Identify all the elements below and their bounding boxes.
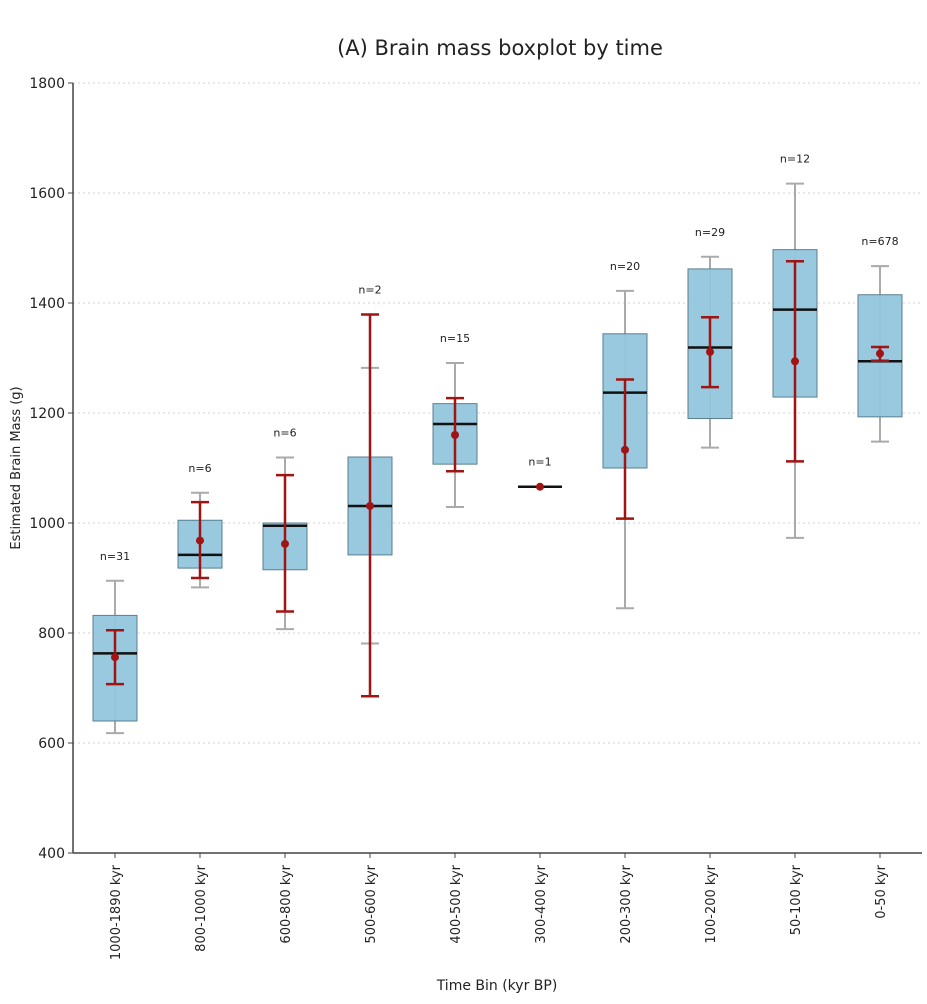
n-label: n=6 [273, 427, 296, 440]
x-tick-label: 200-300 kyr [619, 864, 634, 943]
x-tick-label: 1000-1890 kyr [109, 864, 124, 960]
n-label: n=31 [100, 550, 130, 563]
mean-point [281, 539, 289, 548]
n-label: n=29 [695, 226, 725, 239]
box-group: n=15 [432, 332, 478, 509]
n-label: n=6 [188, 462, 211, 475]
mean-point [536, 482, 544, 491]
y-axis-label: Estimated Brain Mass (g) [9, 386, 24, 549]
x-tick-label: 50-100 kyr [789, 864, 804, 935]
box-group: n=12 [772, 153, 818, 539]
y-tick-label: 1200 [29, 406, 65, 422]
boxes: n=31 n=6 n=6 n=2 n=15 n=1 n=20 n=29 n=12 n=678 [92, 153, 903, 735]
n-label: n=15 [440, 332, 470, 345]
mean-point [706, 347, 714, 356]
box-group: n=678 [857, 235, 903, 443]
mean-point [791, 357, 799, 366]
y-tick-label: 400 [38, 846, 65, 862]
box-group: n=31 [92, 550, 138, 735]
x-tick-label: 600-800 kyr [279, 864, 294, 943]
y-tick-label: 1800 [29, 76, 65, 92]
mean-point [366, 501, 374, 510]
x-tick-label: 500-600 kyr [364, 864, 379, 943]
y-axis-ticks: 400 600 800 1000 1200 1400 1600 1800 [29, 76, 73, 862]
mean-point [621, 445, 629, 454]
y-tick-label: 800 [38, 626, 65, 642]
x-tick-label: 100-200 kyr [704, 864, 719, 943]
n-label: n=2 [358, 284, 381, 297]
box-group: n=20 [602, 260, 648, 610]
box-group: n=6 [177, 462, 223, 589]
box-group: n=1 [518, 456, 562, 491]
box-group: n=29 [687, 226, 733, 449]
x-tick-label: 0-50 kyr [874, 864, 889, 918]
n-label: n=678 [861, 235, 898, 248]
mean-point [876, 349, 884, 358]
mean-point [196, 536, 204, 545]
y-tick-label: 1600 [29, 186, 65, 202]
x-axis-ticks: 1000-1890 kyr 800-1000 kyr 600-800 kyr 500-… [109, 853, 889, 960]
n-label: n=1 [528, 456, 551, 469]
mean-point [111, 653, 119, 662]
mean-point [451, 431, 459, 439]
box-group: n=6 [262, 427, 308, 631]
n-label: n=20 [610, 260, 640, 273]
y-tick-label: 600 [38, 736, 65, 752]
n-label: n=12 [780, 153, 810, 166]
chart-title: (A) Brain mass boxplot by time [337, 36, 663, 60]
x-axis-label: Time Bin (kyr BP) [436, 978, 558, 994]
y-tick-label: 1400 [29, 296, 65, 312]
box-group: n=2 [347, 284, 393, 698]
x-tick-label: 400-500 kyr [449, 864, 464, 943]
y-tick-label: 1000 [29, 516, 65, 532]
x-tick-label: 800-1000 kyr [194, 864, 209, 951]
x-tick-label: 300-400 kyr [534, 864, 549, 943]
